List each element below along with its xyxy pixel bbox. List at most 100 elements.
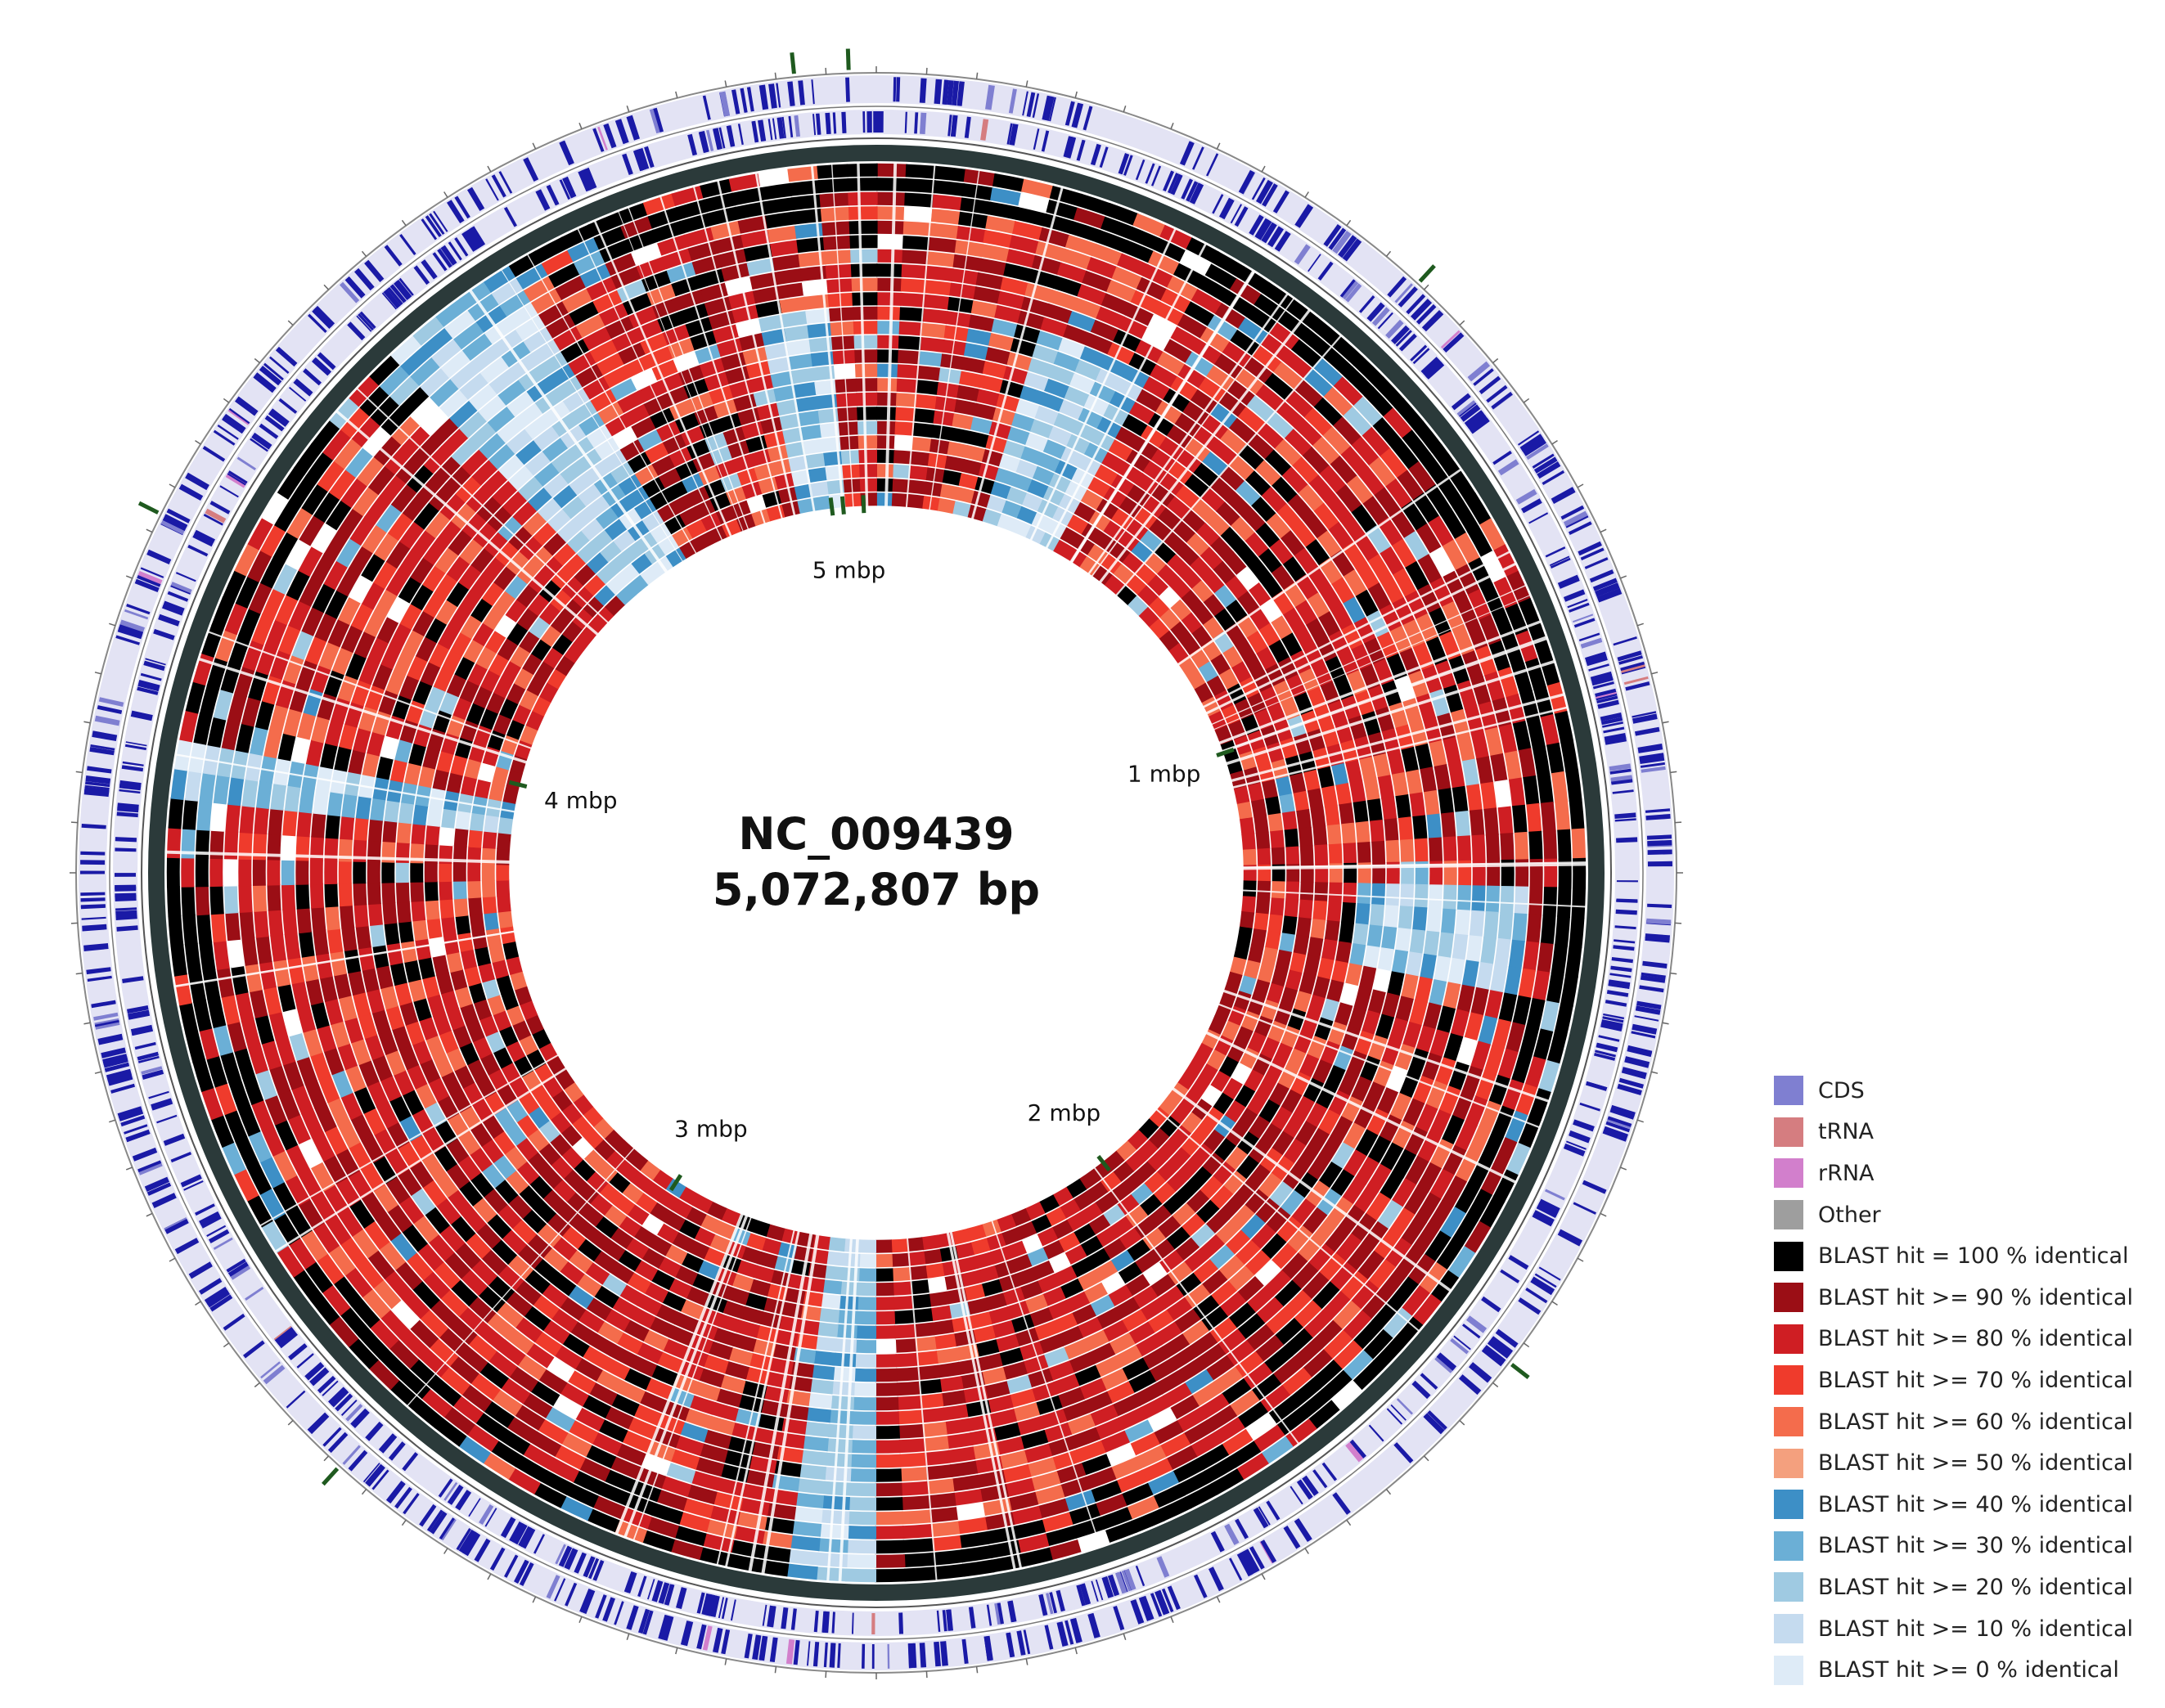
blast-segment xyxy=(1132,1286,1159,1309)
blast-segment xyxy=(1332,1340,1363,1370)
blast-segment xyxy=(1492,697,1512,729)
ring-divider xyxy=(1045,243,1207,549)
legend-swatch xyxy=(1774,1572,1803,1602)
blast-segment xyxy=(1033,465,1055,486)
blast-segment xyxy=(1019,1547,1053,1567)
blast-segment xyxy=(418,956,435,980)
blast-segment xyxy=(1312,1319,1343,1350)
cds-feature xyxy=(456,1528,471,1551)
blast-segment xyxy=(1233,1180,1258,1205)
cds-feature xyxy=(731,89,740,115)
blast-segment xyxy=(812,495,831,511)
cds-feature xyxy=(1573,1202,1596,1215)
blast-segment xyxy=(901,264,929,279)
blast-segment xyxy=(1307,592,1330,619)
cds-feature xyxy=(229,1264,251,1280)
cds-feature xyxy=(1614,925,1636,930)
cds-feature xyxy=(737,124,744,146)
blast-segment xyxy=(902,1538,934,1553)
cds-feature xyxy=(1582,1180,1607,1194)
blast-segment xyxy=(1456,984,1475,1014)
blast-segment xyxy=(1234,1351,1264,1378)
outer-tick xyxy=(195,1301,201,1306)
blast-segment xyxy=(932,194,963,211)
blast-segment xyxy=(1077,1317,1103,1338)
cds-feature xyxy=(192,532,214,547)
blast-segment xyxy=(1423,717,1443,744)
blast-segment xyxy=(640,1453,671,1476)
blast-segment xyxy=(248,1130,272,1163)
legend-swatch xyxy=(1774,1448,1803,1478)
blast-segment xyxy=(1191,1381,1222,1407)
blast-segment xyxy=(1095,1226,1119,1247)
blast-segment xyxy=(1176,1407,1207,1432)
blast-segment xyxy=(1442,1175,1467,1207)
blast-segment xyxy=(493,676,514,699)
blast-segment xyxy=(523,326,554,353)
blast-segment xyxy=(1251,1373,1282,1401)
blast-segment xyxy=(469,383,498,411)
cds-feature xyxy=(104,1062,129,1072)
blast-segment xyxy=(1339,1270,1368,1301)
blast-segment xyxy=(462,332,493,361)
blast-segment xyxy=(415,937,431,960)
blast-segment xyxy=(561,598,583,621)
blast-segment xyxy=(1330,1116,1353,1143)
blast-segment xyxy=(389,962,407,987)
blast-segment xyxy=(560,1382,589,1407)
blast-segment xyxy=(562,496,587,519)
blast-segment xyxy=(170,944,187,977)
blast-segment xyxy=(1043,1422,1073,1443)
blast-segment xyxy=(391,416,421,446)
blast-segment xyxy=(1281,632,1303,658)
blast-segment xyxy=(1267,1396,1299,1425)
blast-segment xyxy=(734,1408,762,1427)
blast-segment xyxy=(1054,1265,1078,1286)
blast-segment xyxy=(1376,1087,1399,1115)
cds-feature xyxy=(421,218,438,240)
blast-segment xyxy=(1010,1208,1031,1227)
blast-segment xyxy=(518,1184,542,1209)
blast-segment xyxy=(467,663,488,686)
blast-segment xyxy=(1402,698,1423,726)
cds-feature xyxy=(1462,1324,1481,1339)
blast-segment xyxy=(382,820,398,843)
blast-segment xyxy=(537,1223,562,1247)
blast-segment xyxy=(328,1315,359,1348)
blast-segment xyxy=(515,1279,542,1306)
blast-segment xyxy=(1415,743,1434,771)
blast-segment xyxy=(399,603,423,630)
cds-feature xyxy=(1592,578,1618,591)
blast-segment xyxy=(309,1051,331,1081)
blast-segment xyxy=(875,1339,897,1354)
blast-segment xyxy=(1366,610,1389,639)
genome-accession: NC_009439 xyxy=(738,808,1014,860)
blast-segment xyxy=(845,1554,876,1568)
blast-segment xyxy=(532,1294,560,1319)
cds-feature xyxy=(430,1511,448,1535)
cds-feature xyxy=(1194,1574,1208,1598)
blast-segment xyxy=(657,1189,679,1211)
blast-segment xyxy=(235,722,254,753)
blast-segment xyxy=(1404,1126,1428,1157)
blast-segment xyxy=(353,903,369,928)
blast-segment xyxy=(542,1247,569,1272)
blast-segment xyxy=(543,473,569,497)
ring-divider xyxy=(929,170,980,510)
blast-segment xyxy=(1343,407,1373,437)
blast-segment xyxy=(1018,192,1051,213)
blast-segment xyxy=(619,1284,645,1306)
blast-segment xyxy=(398,802,414,825)
blast-segment xyxy=(553,542,577,566)
blast-segment xyxy=(196,913,213,944)
blast-segment xyxy=(1256,422,1285,450)
blast-segment xyxy=(391,1025,412,1050)
legend-swatch xyxy=(1774,1241,1803,1271)
blast-segment xyxy=(1385,839,1400,864)
blast-segment xyxy=(546,1356,575,1382)
cds-feature xyxy=(106,1069,132,1081)
blast-segment xyxy=(385,1175,411,1204)
blast-segment xyxy=(1043,1347,1069,1368)
blast-segment xyxy=(1200,327,1231,353)
blast-segment xyxy=(1268,1082,1290,1107)
